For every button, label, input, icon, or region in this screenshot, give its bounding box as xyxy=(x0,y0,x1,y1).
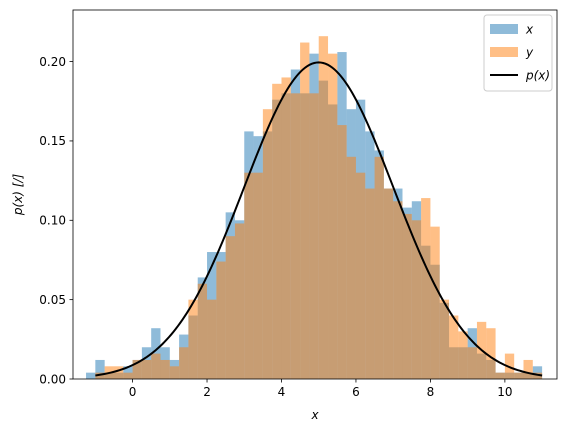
bar-y-9 xyxy=(179,347,189,379)
bar-x-1 xyxy=(95,359,105,379)
pdf-line-layer xyxy=(95,61,543,377)
bar-y-13 xyxy=(216,261,226,379)
legend-label: x xyxy=(525,22,534,36)
bar-y-12 xyxy=(207,299,217,379)
bar-y-36 xyxy=(430,226,440,379)
bar-y-2 xyxy=(113,366,124,379)
y-tick-label: 0.00 xyxy=(39,372,66,386)
bar-y-6 xyxy=(151,353,161,379)
axes-frame xyxy=(72,9,558,380)
bar-y-0 xyxy=(95,372,105,379)
bar-y-40 xyxy=(467,347,477,379)
bar-y-43 xyxy=(495,372,505,379)
x-tick-label: 8 xyxy=(427,385,435,399)
x-axis-label: x xyxy=(310,408,319,422)
bar-y-29 xyxy=(365,188,375,379)
bar-y-16 xyxy=(244,172,254,379)
x-tick-label: 4 xyxy=(278,385,286,399)
bar-x-0 xyxy=(86,372,96,379)
x-tick-label: 2 xyxy=(203,385,211,399)
bar-y-26 xyxy=(337,125,347,379)
bar-y-22 xyxy=(300,42,310,379)
bar-y-20 xyxy=(281,77,291,380)
bar-y-14 xyxy=(225,236,235,379)
bar-y-34 xyxy=(411,220,422,379)
y-ticks: 0.00 0.05 0.10 0.15 0.20 xyxy=(39,55,73,386)
legend-label: p(x) xyxy=(525,68,550,82)
y-tick-label: 0.20 xyxy=(39,55,66,69)
bar-y-46 xyxy=(523,359,533,379)
y-tick-label: 0.10 xyxy=(39,214,66,228)
bar-y-24 xyxy=(318,36,329,379)
x-ticks: 0 2 4 6 8 10 xyxy=(129,379,513,399)
bar-y-42 xyxy=(486,328,496,379)
bar-y-17 xyxy=(253,172,263,379)
bar-y-39 xyxy=(458,331,468,379)
bar-y-38 xyxy=(449,315,459,379)
legend-swatch-x xyxy=(490,24,518,34)
bar-y-31 xyxy=(383,188,394,379)
bar-y-27 xyxy=(346,156,356,379)
y-tick-label: 0.05 xyxy=(39,293,66,307)
x-tick-label: 0 xyxy=(129,385,137,399)
bar-y-19 xyxy=(272,83,282,380)
bar-y-18 xyxy=(262,109,273,380)
bar-y-7 xyxy=(160,359,170,379)
bar-y-47 xyxy=(532,372,543,379)
bar-y-10 xyxy=(188,299,198,379)
bar-y-4 xyxy=(132,359,142,379)
pdf-line xyxy=(95,61,543,377)
bar-y-8 xyxy=(169,366,180,379)
legend-swatch-y xyxy=(490,47,518,57)
legend-label: y xyxy=(525,45,534,59)
bar-y-11 xyxy=(197,283,208,379)
y-tick-label: 0.15 xyxy=(39,134,66,148)
bar-y-32 xyxy=(393,201,403,379)
bar-y-33 xyxy=(402,213,412,379)
x-tick-label: 10 xyxy=(497,385,512,399)
bar-y-37 xyxy=(439,299,450,379)
bar-y-30 xyxy=(374,156,384,379)
bar-y-21 xyxy=(290,93,301,380)
bar-y-35 xyxy=(421,198,431,379)
bar-y-25 xyxy=(328,53,338,379)
bar-y-5 xyxy=(141,359,152,379)
histogram-bars xyxy=(86,36,543,380)
bar-y-15 xyxy=(234,223,245,379)
bar-y-3 xyxy=(123,372,133,379)
bar-y-45 xyxy=(514,372,524,379)
x-tick-label: 6 xyxy=(352,385,360,399)
bar-y-23 xyxy=(309,93,319,380)
y-axis-label: p(x) [/] xyxy=(11,174,25,217)
legend: xy p(x) xyxy=(483,14,553,92)
bar-y-28 xyxy=(355,172,366,379)
